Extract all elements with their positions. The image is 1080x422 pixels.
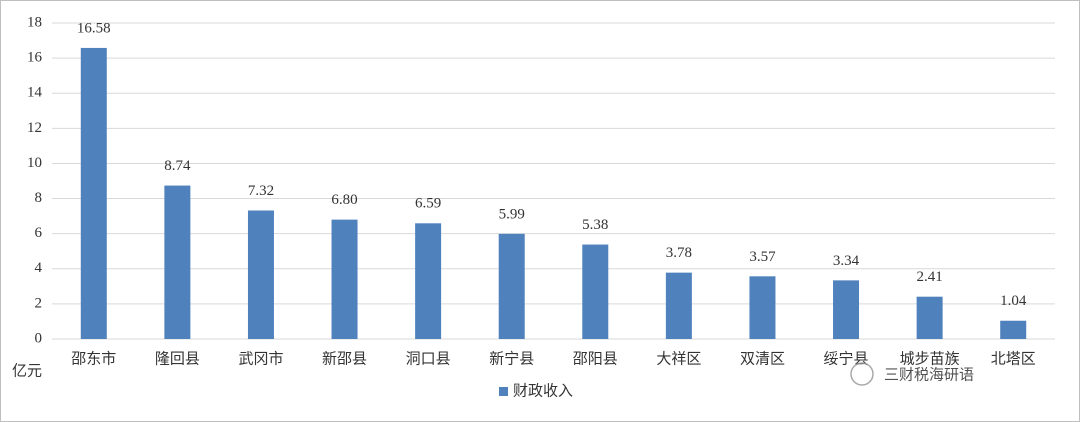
- value-label: 5.99: [499, 206, 525, 222]
- watermark-group: 三财税海研语: [850, 362, 974, 386]
- y-tick-label: 10: [27, 155, 42, 171]
- legend-label: 财政收入: [513, 382, 573, 399]
- y-axis-unit: 亿元: [12, 362, 42, 379]
- bar: [164, 185, 191, 339]
- watermark-icon: [850, 362, 874, 386]
- x-tick-label: 洞口县: [406, 350, 451, 367]
- value-label: 3.78: [666, 245, 692, 261]
- x-tick-label: 城步苗族: [900, 350, 960, 367]
- bar: [665, 272, 692, 339]
- value-label: 6.80: [331, 192, 357, 208]
- y-tick-label: 18: [27, 14, 42, 30]
- y-tick-label: 6: [35, 225, 43, 241]
- x-tick-label: 隆回县: [155, 350, 200, 367]
- y-tick-label: 2: [35, 295, 43, 311]
- x-tick-label: 新宁县: [489, 350, 534, 367]
- bar: [1000, 320, 1027, 339]
- bar: [749, 276, 776, 339]
- bar: [331, 219, 358, 339]
- bar: [582, 244, 609, 339]
- value-label: 6.59: [415, 196, 441, 212]
- x-tick-label: 绥宁县: [824, 350, 869, 367]
- x-tick-label: 邵阳县: [573, 350, 618, 367]
- value-label: 1.04: [1000, 293, 1027, 309]
- value-label: 8.74: [164, 158, 191, 174]
- y-tick-label: 0: [35, 330, 43, 346]
- value-label: 5.38: [582, 217, 608, 233]
- legend-swatch: [499, 387, 508, 396]
- value-label: 2.41: [917, 269, 943, 285]
- x-tick-label: 北塔区: [991, 350, 1036, 367]
- value-label: 3.57: [749, 249, 776, 265]
- bar: [833, 280, 860, 339]
- y-tick-label: 14: [27, 85, 43, 101]
- bar: [80, 47, 107, 339]
- x-tick-label: 大祥区: [656, 350, 701, 367]
- value-label: 7.32: [248, 183, 274, 199]
- value-label: 16.58: [77, 20, 111, 36]
- watermark: 三财税海研语: [884, 366, 974, 383]
- bar: [916, 296, 943, 339]
- bar: [247, 210, 274, 339]
- y-tick-label: 8: [35, 190, 43, 206]
- x-tick-label: 双清区: [740, 350, 785, 367]
- value-label: 3.34: [833, 253, 860, 269]
- y-tick-label: 4: [35, 260, 43, 276]
- x-tick-label: 武冈市: [238, 350, 283, 367]
- bar: [498, 233, 525, 339]
- y-tick-label: 12: [27, 120, 42, 136]
- y-tick-label: 16: [27, 50, 43, 66]
- bar: [415, 223, 442, 339]
- x-tick-label: 邵东市: [71, 350, 116, 367]
- x-tick-label: 新邵县: [322, 350, 367, 367]
